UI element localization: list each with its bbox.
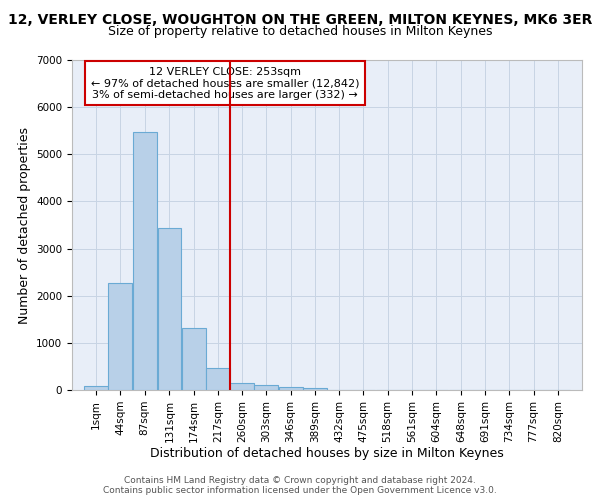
Text: 12, VERLEY CLOSE, WOUGHTON ON THE GREEN, MILTON KEYNES, MK6 3ER: 12, VERLEY CLOSE, WOUGHTON ON THE GREEN,…: [8, 12, 592, 26]
Bar: [254, 385, 278, 390]
Bar: [182, 328, 206, 390]
Bar: [303, 388, 327, 390]
Text: 12 VERLEY CLOSE: 253sqm
← 97% of detached houses are smaller (12,842)
3% of semi: 12 VERLEY CLOSE: 253sqm ← 97% of detache…: [91, 66, 359, 100]
Bar: [278, 388, 302, 390]
Y-axis label: Number of detached properties: Number of detached properties: [17, 126, 31, 324]
Bar: [230, 382, 254, 390]
Bar: [133, 132, 157, 390]
Bar: [109, 282, 133, 390]
Bar: [206, 368, 230, 390]
Text: Contains HM Land Registry data © Crown copyright and database right 2024.
Contai: Contains HM Land Registry data © Crown c…: [103, 476, 497, 495]
Bar: [158, 228, 181, 390]
X-axis label: Distribution of detached houses by size in Milton Keynes: Distribution of detached houses by size …: [150, 448, 504, 460]
Bar: [84, 386, 108, 390]
Text: Size of property relative to detached houses in Milton Keynes: Size of property relative to detached ho…: [108, 25, 492, 38]
